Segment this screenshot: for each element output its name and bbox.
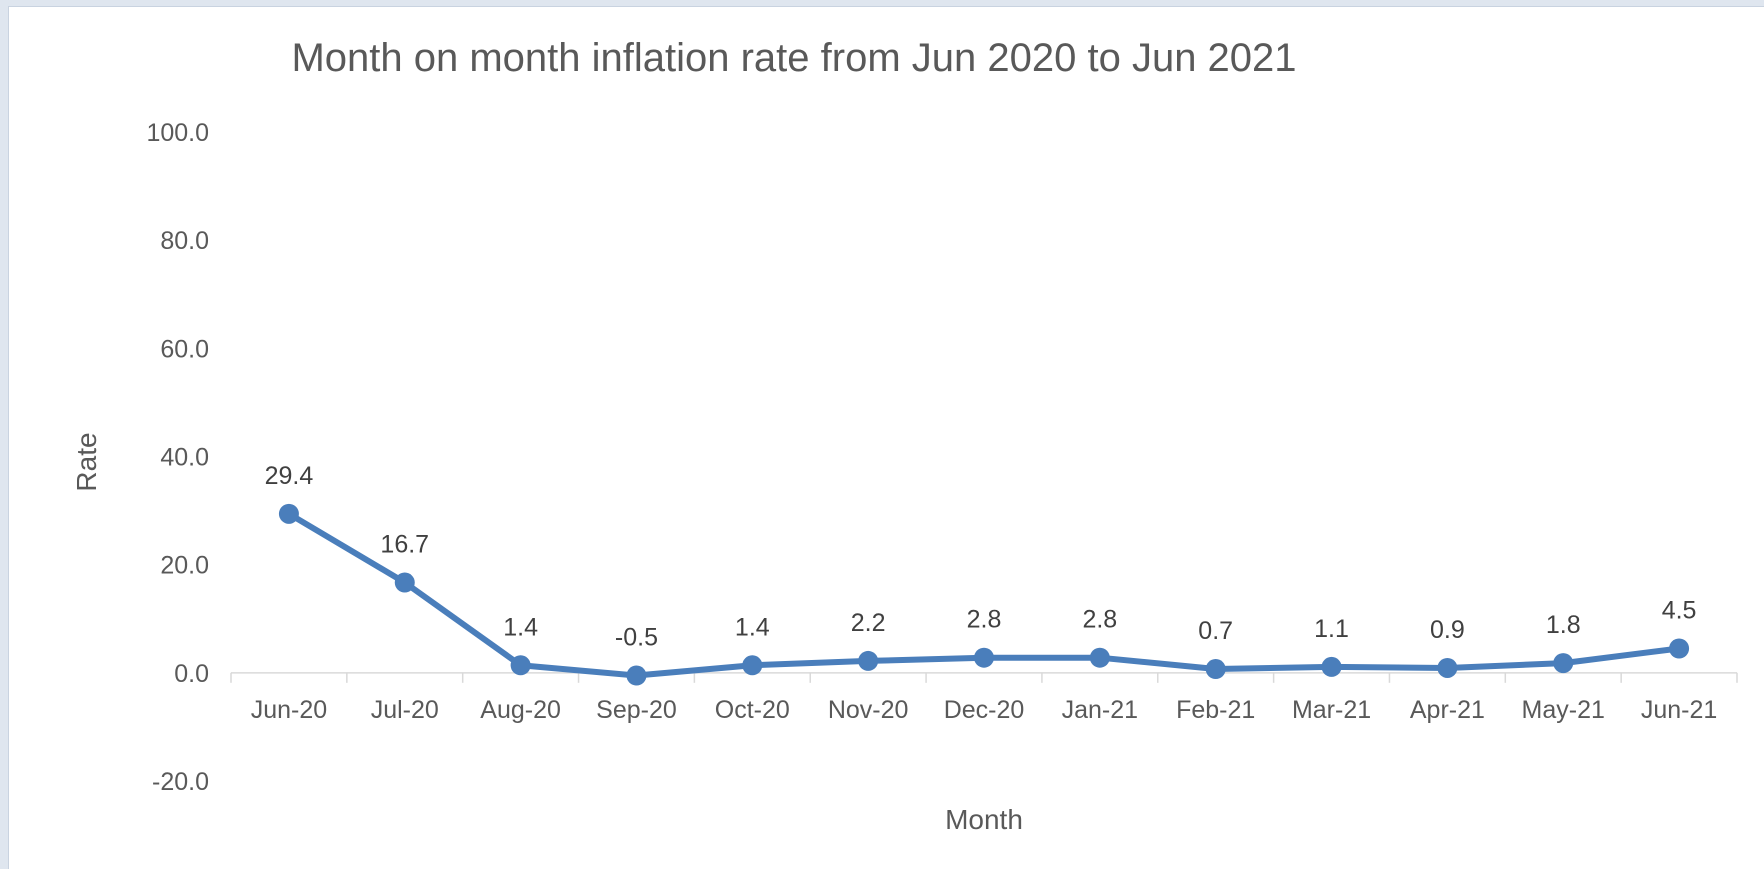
- y-tick-label: 40.0: [160, 444, 209, 472]
- x-tick-label: Jul-20: [371, 696, 439, 724]
- data-point: [510, 655, 531, 676]
- data-label: 29.4: [265, 462, 314, 490]
- data-label: 1.4: [503, 613, 538, 641]
- x-tick-label: Mar-21: [1292, 696, 1371, 724]
- data-label: 0.7: [1198, 617, 1233, 645]
- y-tick-label: 100.0: [146, 119, 209, 147]
- data-label: 4.5: [1662, 596, 1697, 624]
- data-point: [1669, 638, 1690, 659]
- data-point: [626, 665, 647, 686]
- y-axis-title: Rate: [71, 432, 102, 491]
- data-point: [1553, 653, 1574, 674]
- x-axis-ticks: Jun-20 Jul-20 Aug-20 Sep-20 Oct-20 Nov-20 Dec-…: [251, 696, 1718, 724]
- data-point: [1205, 659, 1226, 680]
- data-point: [742, 655, 763, 676]
- y-tick-label: 0.0: [174, 660, 209, 688]
- data-label: 16.7: [380, 531, 429, 559]
- data-point: [394, 572, 415, 593]
- y-tick-label: 80.0: [160, 227, 209, 255]
- y-axis-ticks: 100.0 80.0 60.0 40.0 20.0 0.0 -20.0: [146, 119, 209, 796]
- data-label: 1.4: [735, 613, 770, 641]
- data-labels: 29.4 16.7 1.4 -0.5 1.4 2.2 2.8 2.8 0.7 1.1 0.9 1.8 4…: [265, 462, 1697, 652]
- data-point: [278, 503, 299, 524]
- series-group: [278, 503, 1690, 686]
- data-point: [1089, 647, 1110, 668]
- line-chart: Month on month inflation rate from Jun 2…: [71, 36, 1738, 835]
- y-tick-label: 20.0: [160, 552, 209, 580]
- data-point: [1437, 657, 1458, 678]
- x-axis: [230, 672, 1738, 683]
- data-label: 0.9: [1430, 616, 1465, 644]
- x-tick-label: Apr-21: [1410, 696, 1485, 724]
- data-label: 1.8: [1546, 611, 1581, 639]
- x-tick-label: Nov-20: [828, 696, 909, 724]
- data-point: [858, 650, 879, 671]
- x-tick-label: May-21: [1522, 696, 1605, 724]
- x-tick-label: Dec-20: [944, 696, 1025, 724]
- x-tick-label: Jan-21: [1062, 696, 1138, 724]
- chart-frame: Month on month inflation rate from Jun 2…: [8, 6, 1764, 869]
- data-label: 2.8: [1082, 606, 1117, 634]
- data-label: 2.8: [967, 606, 1002, 634]
- x-axis-title: Month: [945, 804, 1023, 835]
- x-tick-label: Oct-20: [715, 696, 790, 724]
- x-tick-label: Feb-21: [1176, 696, 1255, 724]
- x-tick-label: Aug-20: [480, 696, 561, 724]
- data-point: [974, 647, 994, 668]
- data-label: -0.5: [615, 624, 658, 652]
- x-tick-label: Jun-21: [1641, 696, 1717, 724]
- y-tick-label: -20.0: [152, 768, 209, 796]
- chart-title: Month on month inflation rate from Jun 2…: [291, 36, 1296, 80]
- y-tick-label: 60.0: [160, 335, 209, 363]
- x-tick-label: Sep-20: [596, 696, 677, 724]
- x-tick-label: Jun-20: [251, 696, 327, 724]
- data-label: 2.2: [851, 609, 886, 637]
- data-label: 1.1: [1314, 615, 1349, 643]
- data-point: [1321, 656, 1342, 677]
